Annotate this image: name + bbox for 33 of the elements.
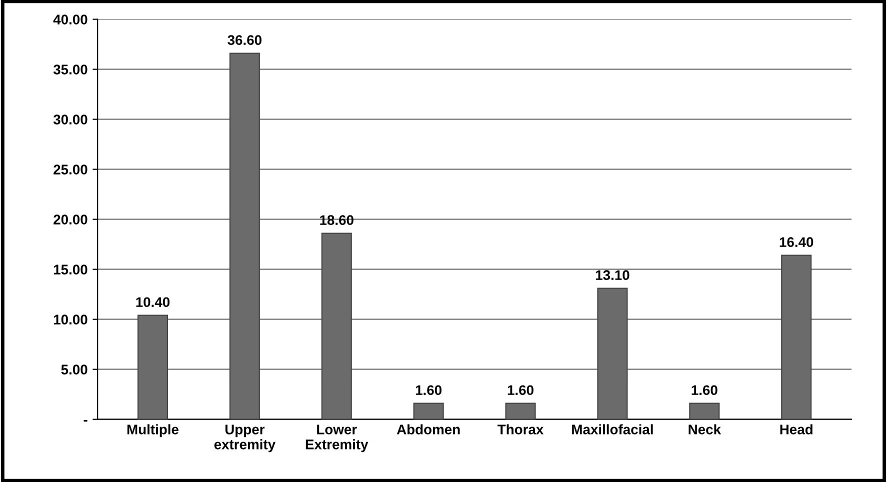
data-label: 13.10 <box>596 270 630 280</box>
data-label: 1.60 <box>692 385 718 396</box>
bar <box>597 288 628 420</box>
y-tick-label: 10.00 <box>54 314 88 324</box>
y-tick-label: 30.00 <box>53 114 88 124</box>
x-tick-label: Lower Extremity <box>306 424 368 452</box>
y-tick-label: 5.00 <box>61 364 88 374</box>
data-label: 36.60 <box>228 35 262 46</box>
data-label: 1.60 <box>416 385 442 396</box>
x-tick-label: Head <box>780 424 812 434</box>
x-tick-label: Multiple <box>127 424 178 438</box>
y-tick-label: 40.00 <box>53 14 88 24</box>
x-tick-label: Upper extremity <box>214 424 276 452</box>
x-tick-label: Maxillofacial <box>572 424 653 434</box>
y-tick-label: 20.00 <box>54 214 88 224</box>
bar <box>413 402 444 420</box>
data-label: 18.60 <box>320 215 354 226</box>
data-label: 10.40 <box>136 297 170 308</box>
bar <box>781 254 812 420</box>
bar <box>505 402 536 420</box>
bar <box>137 314 168 420</box>
x-tick-label: Thorax <box>498 424 544 434</box>
bar <box>689 402 720 420</box>
x-tick-label: Abdomen <box>396 424 460 434</box>
data-label: 16.40 <box>780 237 814 248</box>
y-tick-label: 25.00 <box>54 164 88 174</box>
y-tick-label: - <box>84 420 88 422</box>
y-tick-label: 15.00 <box>54 264 88 274</box>
x-tick-label: Neck <box>688 424 722 434</box>
bar <box>229 52 260 420</box>
bar <box>321 232 352 420</box>
data-label: 1.60 <box>508 385 534 396</box>
y-tick-label: 35.00 <box>53 64 88 74</box>
